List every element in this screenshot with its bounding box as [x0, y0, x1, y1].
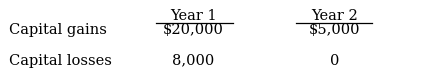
Text: Year 1: Year 1: [170, 9, 217, 23]
Text: 8,000: 8,000: [172, 54, 215, 68]
Text: $5,000: $5,000: [308, 23, 360, 37]
Text: $20,000: $20,000: [163, 23, 224, 37]
Text: Capital gains: Capital gains: [9, 23, 106, 37]
Text: 0: 0: [330, 54, 339, 68]
Text: Capital losses: Capital losses: [9, 54, 112, 68]
Text: Year 2: Year 2: [311, 9, 358, 23]
